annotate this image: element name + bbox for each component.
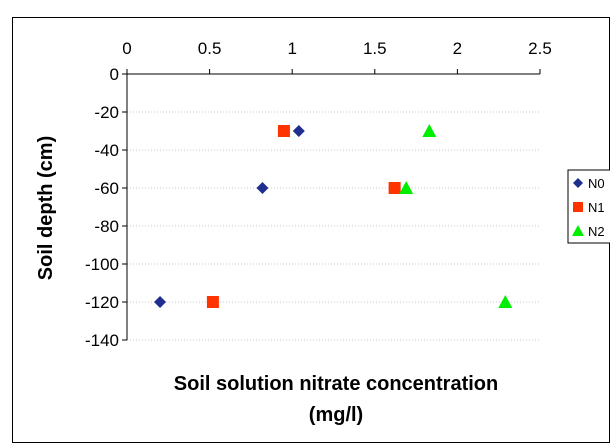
data-point-n1 [277,125,290,137]
x-tick-label: 0 [122,39,131,58]
gridlines [127,111,540,341]
legend-marker-n2 [572,225,584,236]
x-tick-label: 2.5 [528,39,552,58]
data-point-n2 [422,124,437,137]
legend-marker-n1 [573,202,583,212]
data-point-n2 [399,181,414,194]
y-tick-label: -100 [85,255,119,274]
data-point-n2 [498,295,513,308]
legend-label-n1: N1 [588,200,605,215]
y-axis-title: Soil depth (cm) [35,136,57,280]
data-point-n0 [256,182,269,194]
x-tick-label: 0.5 [198,39,222,58]
data-points [154,124,513,308]
y-tick-label: -120 [85,293,119,312]
data-point-n1 [206,296,219,308]
x-tick-label: 1 [287,39,296,58]
y-tick-label: -20 [94,103,119,122]
y-tick-label: -40 [94,141,119,160]
x-tick-label: 1.5 [363,39,387,58]
x-axis-title-line1: Soil solution nitrate concentration [174,373,498,395]
data-point-n0 [154,296,167,308]
y-tick-label: -80 [94,217,119,236]
x-axis-ticks: 0 0.5 1 1.5 2 2.5 [122,39,552,74]
y-axis-ticks: 0 -20 -40 -60 -80 -100 -120 -140 [85,65,127,350]
y-tick-label: -60 [94,179,119,198]
y-tick-label: -140 [85,331,119,350]
data-point-n0 [292,125,305,137]
legend: N0 N1 N2 [567,169,610,244]
x-tick-label: 2 [453,39,462,58]
legend-marker-n0 [573,178,583,188]
data-point-n1 [388,182,401,194]
legend-label-n2: N2 [588,224,605,239]
y-tick-label: 0 [110,65,119,84]
chart-frame [12,17,610,443]
x-axis-title-line2: (mg/l) [309,404,363,426]
legend-label-n0: N0 [588,176,605,191]
